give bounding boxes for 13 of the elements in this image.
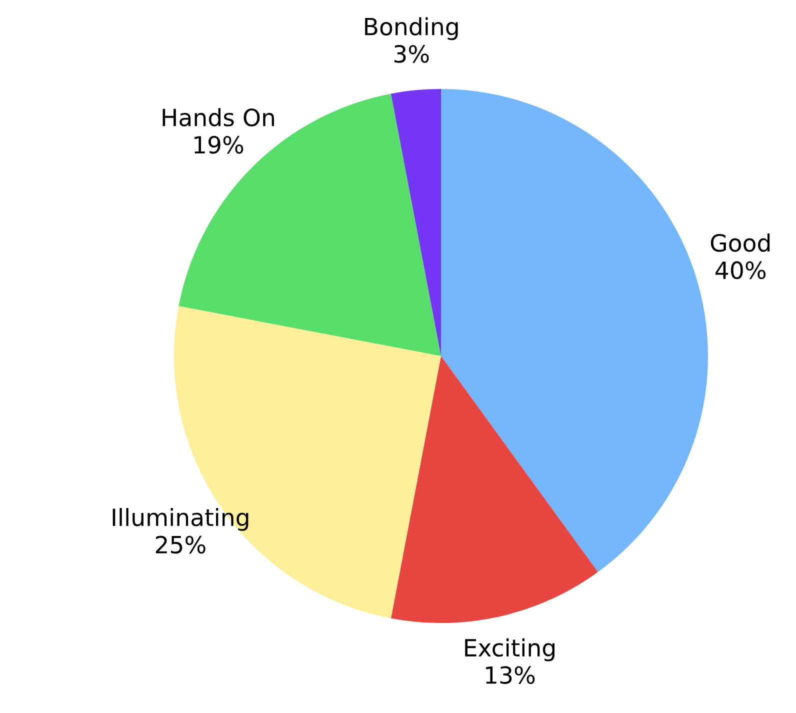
pie-slice — [441, 89, 708, 572]
pie-slice — [390, 356, 598, 623]
slice-label: Hands On — [162, 108, 274, 126]
data-label: 25% — [156, 536, 206, 554]
slice-label: Good — [710, 234, 770, 252]
data-label: 40% — [716, 261, 766, 280]
data-label: 19% — [194, 136, 244, 154]
data-label: 13% — [486, 666, 535, 684]
slice-label: Illuminating — [112, 508, 248, 531]
data-label: 3% — [394, 45, 429, 63]
slice-label: Bonding — [365, 17, 458, 40]
pie-slice — [390, 89, 441, 356]
slice-label: Exciting — [465, 638, 554, 662]
